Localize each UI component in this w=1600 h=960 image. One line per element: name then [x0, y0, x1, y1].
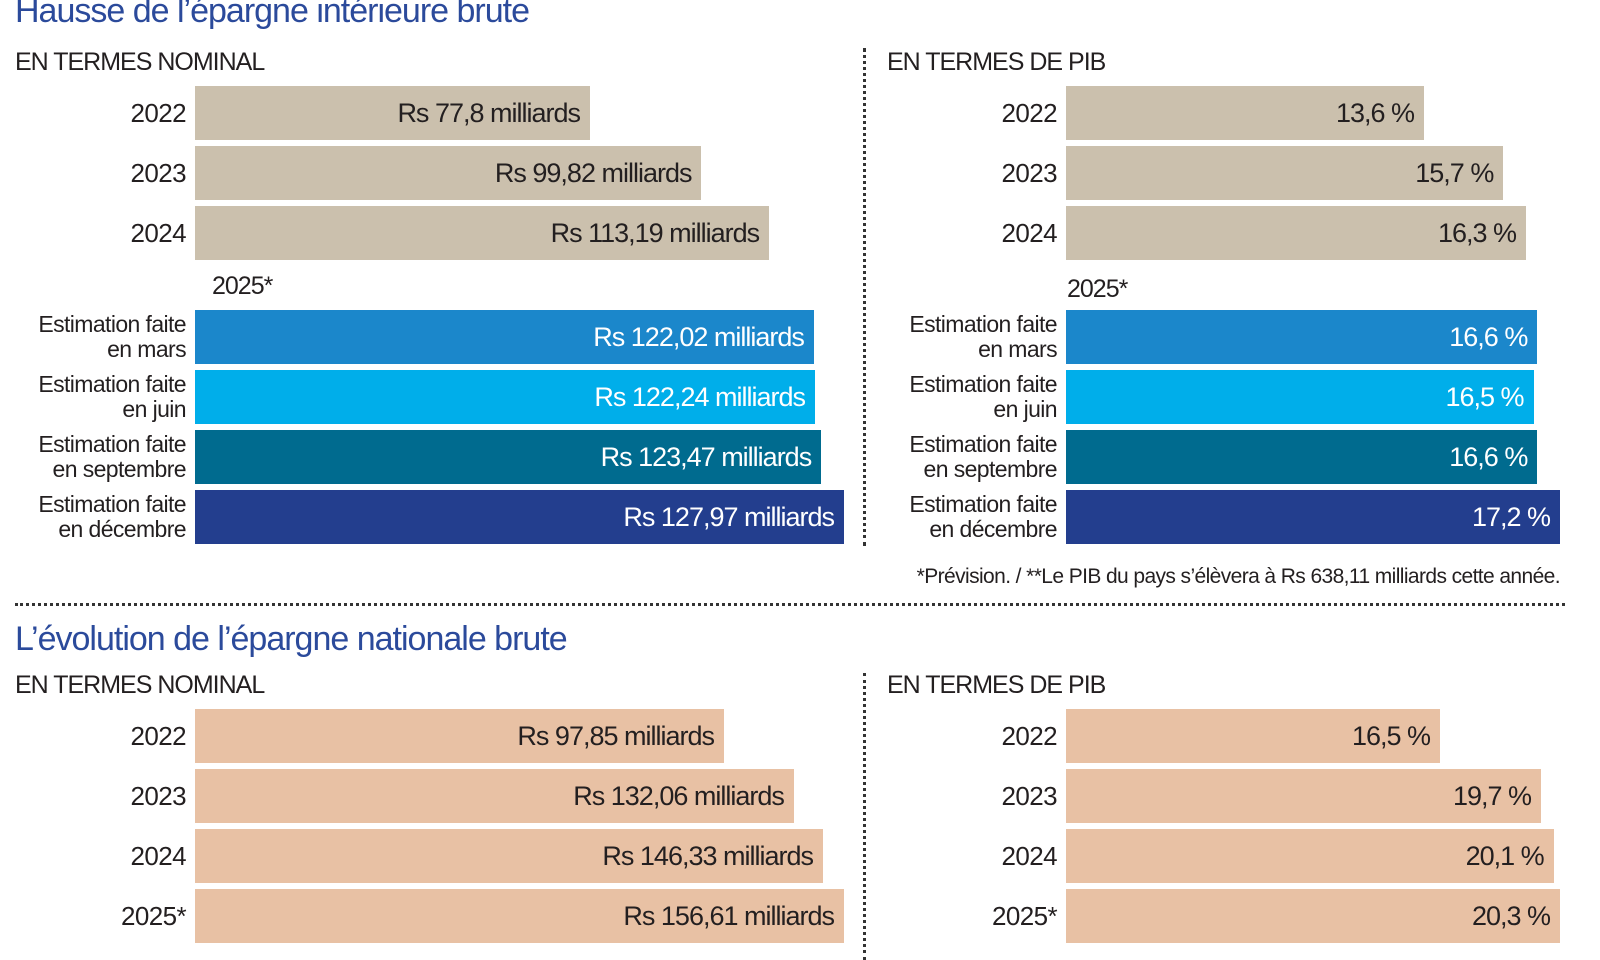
- category-label: Estimation faite en mars: [6, 310, 186, 364]
- category-label-text: Estimation faite en juin: [909, 371, 1057, 422]
- category-label: 2025*: [992, 900, 1058, 931]
- panel-subtitle: EN TERMES DE PIB: [887, 671, 1106, 699]
- data-label: 20,1 %: [1465, 840, 1545, 871]
- divider-vertical-bottom: [863, 673, 866, 960]
- divider-vertical-top: [863, 48, 866, 546]
- bar: Rs 123,47 milliards: [195, 430, 822, 484]
- panel-subtitle: EN TERMES NOMINAL: [15, 48, 265, 76]
- data-label: Rs 113,19 milliards: [550, 217, 761, 248]
- category-label: 2022: [130, 720, 187, 751]
- category-label: Estimation faite en décembre: [6, 490, 186, 544]
- data-label: Rs 122,02 milliards: [593, 321, 805, 352]
- category-label: Estimation faite en septembre: [6, 430, 186, 484]
- category-label: 2023: [130, 157, 187, 188]
- bar: 16,5 %: [1066, 709, 1440, 763]
- data-label: 17,2 %: [1471, 501, 1551, 532]
- category-label: 2024: [130, 217, 187, 248]
- data-label: 13,6 %: [1335, 97, 1415, 128]
- bar: 16,6 %: [1066, 310, 1538, 364]
- category-label: Estimation faite en décembre: [877, 490, 1057, 544]
- data-label: Rs 77,8 milliards: [397, 97, 581, 128]
- data-label: Rs 123,47 milliards: [600, 441, 813, 472]
- bar: Rs 146,33 milliards: [195, 829, 823, 883]
- bar: Rs 99,82 milliards: [195, 146, 702, 200]
- bar: 16,3 %: [1066, 206, 1526, 260]
- bar: Rs 127,97 milliards: [195, 490, 844, 544]
- data-label: 20,3 %: [1471, 900, 1551, 931]
- category-label: 2022: [1001, 720, 1058, 751]
- bar: Rs 113,19 milliards: [195, 206, 770, 260]
- data-label: Rs 127,97 milliards: [623, 501, 835, 532]
- data-label: 16,6 %: [1449, 441, 1528, 472]
- category-label: Estimation faite en septembre: [877, 430, 1057, 484]
- panel-subtitle: EN TERMES NOMINAL: [15, 671, 265, 699]
- category-label: 2023: [1001, 157, 1058, 188]
- category-label: 2022: [130, 97, 187, 128]
- category-label: 2024: [130, 840, 187, 871]
- category-label: Estimation faite en mars: [877, 310, 1057, 364]
- bar: 15,7 %: [1066, 146, 1504, 200]
- category-label: 2024: [1001, 840, 1058, 871]
- chart-title-national: L’évolution de l’épargne nationale brute: [15, 620, 568, 658]
- category-label: 2023: [130, 780, 187, 811]
- chart-title-domestic: Hausse de l’épargne intérieure brute: [15, 0, 530, 30]
- category-label: Estimation faite en juin: [877, 370, 1057, 424]
- category-label: 2022: [1001, 97, 1058, 128]
- category-label-text: Estimation faite en décembre: [909, 491, 1057, 542]
- bar: 13,6 %: [1066, 86, 1424, 140]
- bar: 20,3 %: [1066, 889, 1560, 943]
- category-label-text: Estimation faite en septembre: [38, 431, 186, 482]
- panel-subtitle: EN TERMES DE PIB: [887, 48, 1106, 76]
- data-label: Rs 156,61 milliards: [623, 900, 835, 931]
- data-label: 16,6 %: [1449, 321, 1528, 352]
- data-label: 16,5 %: [1351, 720, 1431, 751]
- category-label: 2024: [1001, 217, 1058, 248]
- bar: 16,5 %: [1066, 370, 1534, 424]
- category-label: 2023: [1001, 780, 1058, 811]
- bar: 16,6 %: [1066, 430, 1538, 484]
- category-label: 2025*: [121, 900, 187, 931]
- data-label: 16,3 %: [1437, 217, 1517, 248]
- bar: 20,1 %: [1066, 829, 1554, 883]
- bar: Rs 156,61 milliards: [195, 889, 844, 943]
- data-label: 19,7 %: [1452, 780, 1532, 811]
- data-label: Rs 132,06 milliards: [573, 780, 785, 811]
- category-label-text: Estimation faite en septembre: [909, 431, 1057, 482]
- category-label-text: Estimation faite en juin: [38, 371, 186, 422]
- category-label-text: Estimation faite en mars: [38, 311, 186, 362]
- category-label-text: Estimation faite en décembre: [38, 491, 186, 542]
- bar: Rs 122,02 milliards: [195, 310, 814, 364]
- group-label: 2025*: [212, 272, 273, 300]
- category-label: Estimation faite en juin: [6, 370, 186, 424]
- bar: Rs 122,24 milliards: [195, 370, 815, 424]
- divider-horizontal: [15, 603, 1565, 606]
- data-label: Rs 146,33 milliards: [602, 840, 814, 871]
- group-label: 2025*: [1067, 275, 1128, 303]
- data-label: Rs 99,82 milliards: [494, 157, 693, 188]
- bar: Rs 132,06 milliards: [195, 769, 794, 823]
- data-label: 15,7 %: [1415, 157, 1494, 188]
- bar: Rs 97,85 milliards: [195, 709, 724, 763]
- data-label: Rs 97,85 milliards: [517, 720, 715, 751]
- bar: 19,7 %: [1066, 769, 1542, 823]
- bar: Rs 77,8 milliards: [195, 86, 590, 140]
- category-label-text: Estimation faite en mars: [909, 311, 1057, 362]
- data-label: 16,5 %: [1445, 381, 1524, 412]
- bar: 17,2 %: [1066, 490, 1560, 544]
- data-label: Rs 122,24 milliards: [594, 381, 806, 412]
- footnote: *Prévision. / **Le PIB du pays s’élèvera…: [916, 565, 1561, 588]
